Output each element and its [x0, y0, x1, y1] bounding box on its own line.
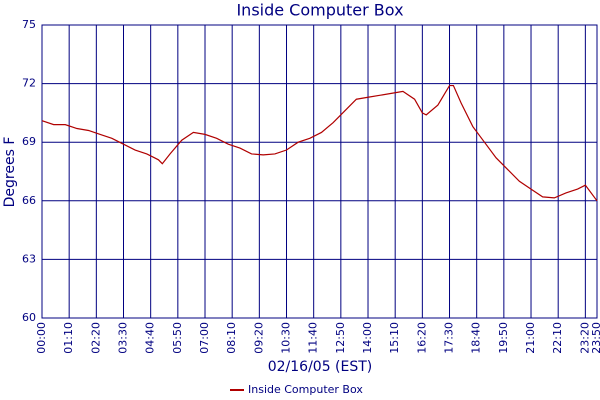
x-tick-label: 22:10 [551, 322, 564, 354]
x-tick-label: 03:30 [117, 322, 130, 354]
y-tick-label: 75 [22, 18, 36, 31]
legend-label: Inside Computer Box [248, 383, 363, 396]
y-tick-label: 69 [22, 135, 36, 148]
x-tick-label: 15:10 [388, 322, 401, 354]
y-tick-label: 72 [22, 77, 36, 90]
x-tick-label: 07:00 [198, 322, 211, 354]
x-tick-label: 09:20 [252, 322, 265, 354]
x-tick-label: 10:30 [280, 322, 293, 354]
x-tick-label: 00:00 [35, 322, 48, 354]
x-tick-label: 14:00 [361, 322, 374, 354]
plot-area [41, 24, 598, 319]
x-axis-label: 02/16/05 (EST) [268, 359, 373, 375]
data-line [41, 84, 598, 202]
x-tick-label: 18:40 [470, 322, 483, 354]
y-tick-label: 63 [22, 252, 36, 265]
x-tick-label: 17:30 [443, 322, 456, 354]
x-tick-label: 23:20 [578, 322, 591, 354]
y-axis-label: Degrees F [2, 137, 18, 208]
x-tick-label: 12:50 [334, 322, 347, 354]
chart-title: Inside Computer Box [236, 1, 403, 20]
x-tick-label: 04:40 [144, 322, 157, 354]
x-tick-label: 16:20 [415, 322, 428, 354]
y-tick-label: 60 [22, 311, 36, 324]
x-tick-label: 11:40 [307, 322, 320, 354]
x-tick-label: 23:50 [590, 322, 600, 354]
x-tick-label: 01:10 [62, 322, 75, 354]
x-tick-label: 02:20 [89, 322, 102, 354]
x-tick-label: 21:00 [524, 322, 537, 354]
x-tick-label: 19:50 [497, 322, 510, 354]
x-tick-label: 08:10 [225, 322, 238, 354]
x-tick-label: 05:50 [171, 322, 184, 354]
y-tick-label: 66 [22, 194, 36, 207]
